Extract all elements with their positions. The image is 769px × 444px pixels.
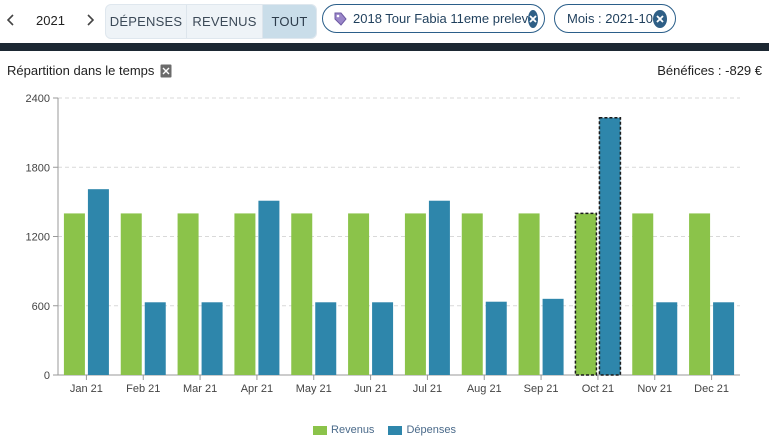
bar-revenus <box>234 213 256 375</box>
legend-label: Dépenses <box>406 424 456 436</box>
filter-chip-tag[interactable]: 2018 Tour Fabia 11eme prelev <box>322 4 545 33</box>
filter-chip-label: Mois : 2021-10 <box>567 11 653 26</box>
bar-depenses <box>372 302 394 375</box>
type-segmented-control: DÉPENSES REVENUS TOUT <box>105 4 317 39</box>
top-toolbar: 2021 DÉPENSES REVENUS TOUT 2018 Tour Fab… <box>0 0 769 42</box>
bar-depenses <box>542 298 564 375</box>
bar-depenses <box>656 302 678 375</box>
chevron-right-icon[interactable] <box>79 4 101 36</box>
y-tick-label: 0 <box>44 370 50 382</box>
tag-icon <box>333 11 347 27</box>
bar-revenus <box>404 213 426 375</box>
chart-legend: Revenus Dépenses <box>0 424 769 436</box>
bar-depenses <box>144 302 166 375</box>
excel-export-icon[interactable] <box>160 64 172 78</box>
year-label: 2021 <box>36 12 65 28</box>
bar-depenses <box>485 301 507 375</box>
legend-item-revenus[interactable]: Revenus <box>313 424 374 436</box>
bar-depenses <box>201 302 223 375</box>
x-tick-label: Dec 21 <box>694 383 729 395</box>
y-tick-label: 1800 <box>26 162 50 174</box>
legend-swatch-depenses <box>388 425 403 435</box>
y-tick-label: 2400 <box>26 93 50 105</box>
filter-chip-month[interactable]: Mois : 2021-10 <box>554 4 676 33</box>
bar-revenus <box>63 213 85 375</box>
bar-revenus <box>177 213 199 375</box>
bar-depenses <box>428 200 450 375</box>
bar-revenus <box>120 213 142 375</box>
legend-item-depenses[interactable]: Dépenses <box>388 424 456 436</box>
chevron-left-icon[interactable] <box>0 4 22 36</box>
segment-revenus-button[interactable]: REVENUS <box>187 5 263 38</box>
bar-revenus <box>518 213 540 375</box>
bar-revenus <box>632 213 654 375</box>
bar-revenus <box>461 213 483 375</box>
y-tick-label: 600 <box>32 301 50 313</box>
x-tick-label: Oct 21 <box>582 383 614 395</box>
close-icon[interactable] <box>528 9 539 28</box>
segment-tout-button[interactable]: TOUT <box>263 5 316 38</box>
bar-revenus <box>689 213 711 375</box>
section-divider <box>0 43 769 51</box>
x-tick-label: Sep 21 <box>524 383 559 395</box>
bar-revenus <box>291 213 313 375</box>
x-tick-label: Jan 21 <box>70 383 103 395</box>
x-tick-label: Jul 21 <box>413 383 442 395</box>
bar-chart: 0 600 1200 1800 2400 Jan 21 Feb 21 Mar 21 Apr 21… <box>26 93 740 395</box>
year-navigator: 2021 <box>0 4 101 36</box>
filter-chip-label: 2018 Tour Fabia 11eme prelev <box>353 11 529 26</box>
bar-depenses <box>258 200 280 375</box>
chart-title: Répartition dans le temps <box>7 63 172 78</box>
legend-label: Revenus <box>331 424 375 436</box>
bar-depenses <box>598 116 622 376</box>
benefit-total: Bénéfices : -829 € <box>657 63 762 78</box>
y-tick-label: 1200 <box>26 232 50 244</box>
bar-depenses <box>315 302 337 375</box>
bar-revenus <box>348 213 370 375</box>
close-icon[interactable] <box>653 9 667 28</box>
x-tick-label: Feb 21 <box>126 383 160 395</box>
bar-depenses <box>713 302 735 375</box>
x-tick-label: Apr 21 <box>241 383 273 395</box>
bar-depenses <box>87 189 109 375</box>
chart-title-text: Répartition dans le temps <box>7 63 155 78</box>
x-tick-label: Jun 21 <box>354 383 387 395</box>
segment-depenses-button[interactable]: DÉPENSES <box>106 5 187 38</box>
x-tick-label: Nov 21 <box>637 383 672 395</box>
bar-revenus <box>574 212 598 376</box>
legend-swatch-revenus <box>313 425 328 435</box>
x-tick-label: May 21 <box>296 383 332 395</box>
x-tick-label: Mar 21 <box>183 383 217 395</box>
x-tick-label: Aug 21 <box>467 383 502 395</box>
